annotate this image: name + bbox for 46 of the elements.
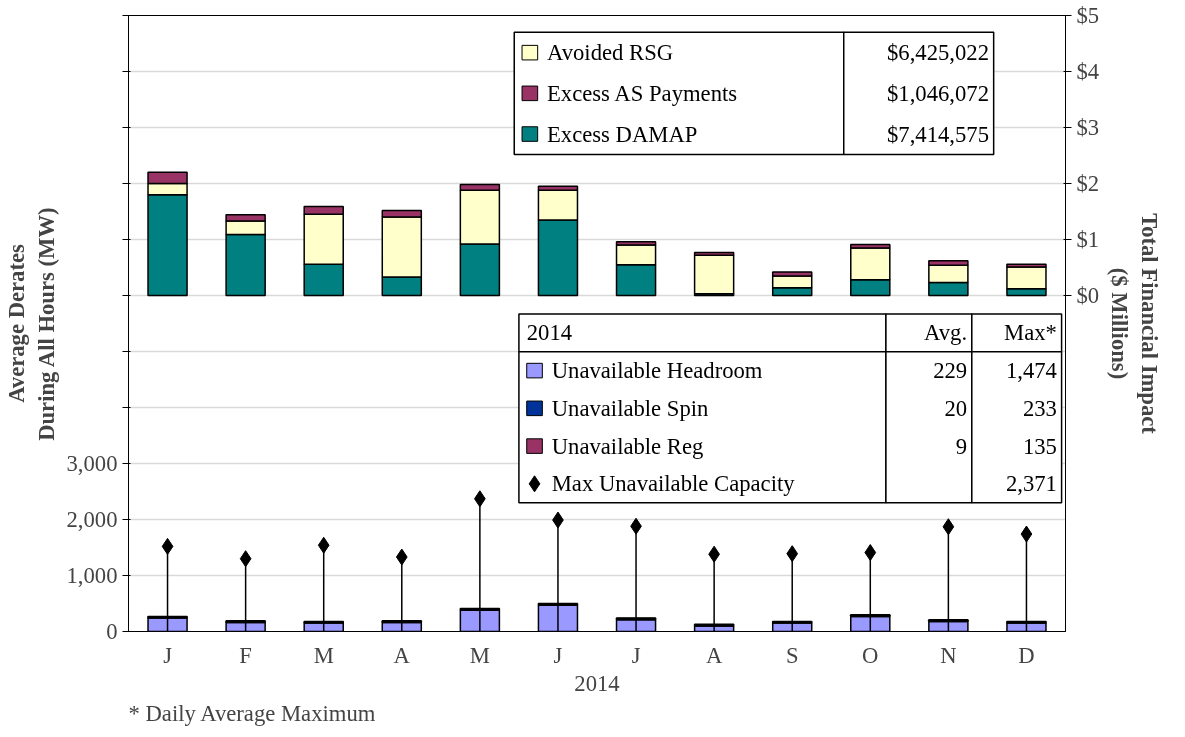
x-tick-label: M bbox=[469, 642, 490, 668]
y2-axis-title: Total Financial Impact ($ Millions) bbox=[1107, 213, 1163, 435]
annotation: 9 bbox=[955, 433, 968, 459]
x-tick-label: J bbox=[163, 642, 173, 668]
annotation: 20 bbox=[944, 395, 968, 421]
y-tick-label: 1,000 bbox=[66, 563, 118, 588]
legend-label: Excess AS Payments bbox=[547, 80, 738, 106]
text: * Daily Average Maximum bbox=[128, 700, 376, 726]
x-tick-label: J bbox=[631, 642, 641, 668]
y2-tick-label: $1 bbox=[1076, 227, 1100, 252]
legend-label: Avoided RSG bbox=[547, 40, 674, 66]
legend-label: Excess DAMAP bbox=[547, 121, 698, 147]
x-tick-label: S bbox=[785, 642, 799, 668]
y2-tick-label: $5 bbox=[1076, 3, 1100, 28]
annotation: $6,425,022 bbox=[887, 40, 989, 66]
legend-label: Unavailable Spin bbox=[551, 395, 709, 421]
annotation: $7,414,575 bbox=[887, 121, 989, 147]
x-tick-label: O bbox=[862, 642, 879, 668]
y-tick-label: 2,000 bbox=[66, 507, 118, 532]
legend-label: Unavailable Headroom bbox=[551, 358, 763, 384]
annotation: Max* bbox=[1004, 320, 1057, 346]
y2-tick-label: $4 bbox=[1076, 59, 1100, 84]
annotation: $1,046,072 bbox=[887, 80, 989, 106]
y2-tick-label: $0 bbox=[1076, 283, 1100, 308]
y2-tick-label: $2 bbox=[1076, 171, 1100, 196]
x-tick-label: A bbox=[393, 642, 411, 668]
x-tick-label: A bbox=[705, 642, 723, 668]
x-tick-label: J bbox=[553, 642, 563, 668]
annotation: 1,474 bbox=[1005, 358, 1057, 384]
y-axis-title: Average Derates During All Hours (MW) bbox=[3, 207, 59, 441]
annotation: 2,371 bbox=[1005, 471, 1057, 497]
annotation: 135 bbox=[1022, 433, 1057, 459]
x-axis-title: 2014 bbox=[526, 320, 573, 346]
x-tick-label: M bbox=[313, 642, 334, 668]
annotation: Avg. bbox=[924, 320, 968, 346]
x-tick-label: N bbox=[940, 642, 957, 668]
y-tick-label: 3,000 bbox=[66, 451, 118, 476]
x-tick-label: D bbox=[1018, 642, 1035, 668]
text: 2014 bbox=[574, 670, 620, 696]
annotation: 233 bbox=[1022, 395, 1057, 421]
y2-tick-label: $3 bbox=[1076, 115, 1100, 140]
x-tick-label: F bbox=[239, 642, 252, 668]
legend-label: Max Unavailable Capacity bbox=[551, 471, 796, 497]
y-tick-label: 0 bbox=[106, 619, 118, 644]
annotation: 229 bbox=[933, 358, 968, 384]
legend-label: Unavailable Reg bbox=[551, 433, 704, 459]
